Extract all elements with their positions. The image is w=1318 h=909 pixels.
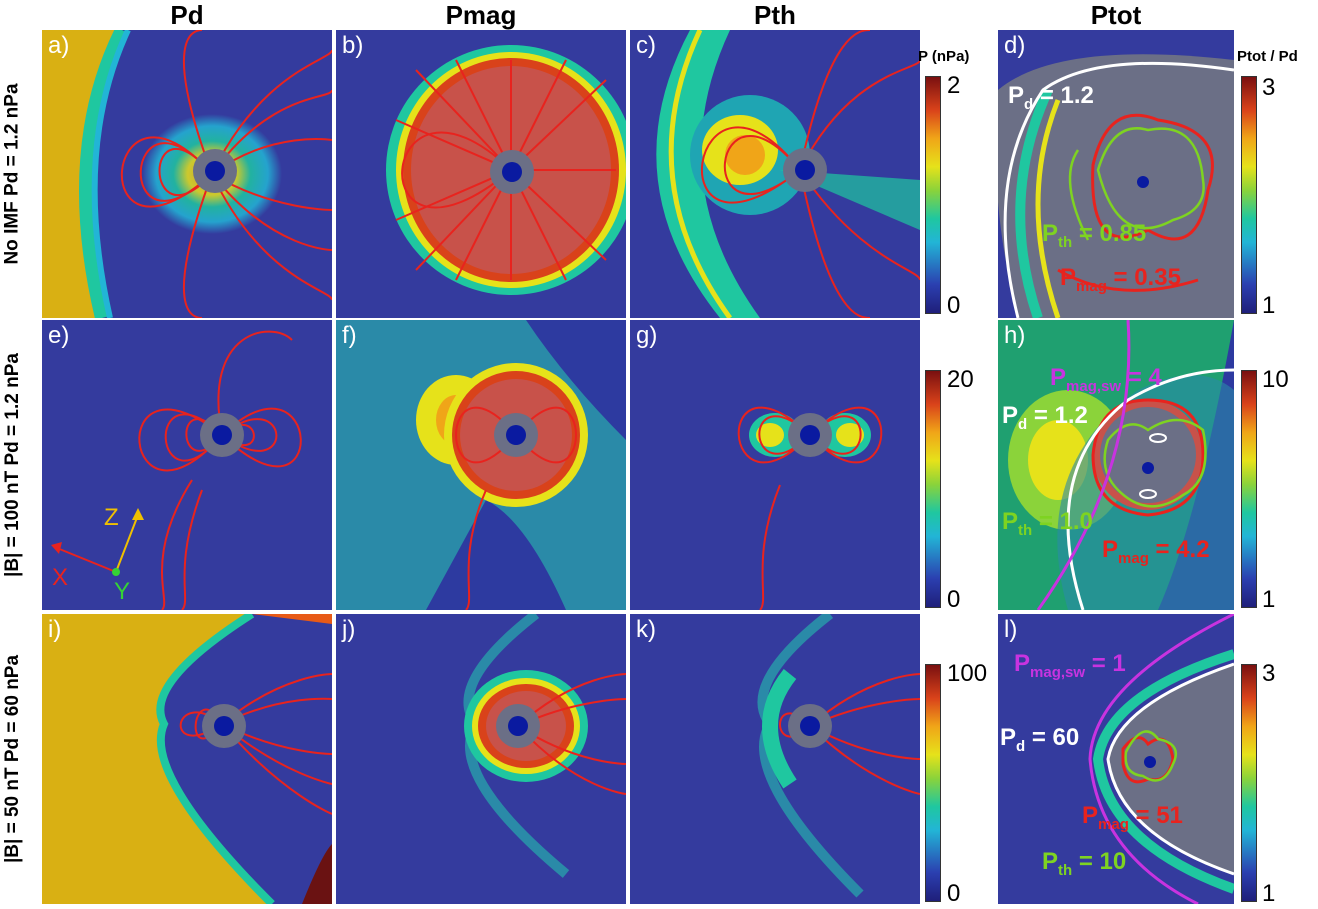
annotation-l-pth: Pth = 10 (1042, 848, 1127, 879)
annotation-d-pd: Pd = 1.2 (1008, 82, 1094, 113)
panel-label-l: l) (1004, 616, 1018, 643)
panel-label-h: h) (1004, 322, 1026, 349)
annotation-d-pmag: Pmag = 0.35 (1060, 264, 1181, 295)
annotation-l-pmagsw: Pmag,sw = 1 (1014, 650, 1126, 681)
panel-label-f: f) (342, 322, 357, 349)
colorbar-row2-min: 0 (947, 586, 961, 613)
panel-label-b: b) (342, 32, 364, 59)
colorbar-ratio-row1 (1241, 76, 1257, 314)
colorbar-ratio-row1-max: 3 (1262, 74, 1276, 101)
panel-d-plot (998, 30, 1234, 318)
pmagsw-contour-h (1036, 320, 1131, 610)
panel-b: b) (336, 30, 626, 318)
panel-label-i: i) (48, 616, 62, 643)
colorbar-ratio-row2 (1241, 370, 1257, 608)
panel-c-plot (630, 30, 920, 318)
colorbar-ratio-row3-min: 1 (1262, 880, 1276, 907)
panel-label-c: c) (636, 32, 656, 59)
row-label-2-text: |B| = 100 nT Pd = 1.2 nPa (2, 353, 24, 577)
panel-e: e) Z X Y (42, 320, 332, 610)
panel-j-plot (336, 614, 626, 904)
pd-contour-l (1106, 662, 1234, 876)
panel-g: g) (630, 320, 920, 610)
pd-contour-h (1066, 368, 1234, 610)
column-title-pd: Pd (170, 0, 204, 30)
axis-z-label: Z (104, 504, 119, 531)
panel-a: a) (42, 30, 332, 318)
panel-label-k: k) (636, 616, 656, 643)
annotation-l-pmag: Pmag = 51 (1082, 802, 1183, 833)
colorbar-ratio-row2-max: 10 (1262, 366, 1289, 393)
row-label-2: |B| = 100 nT Pd = 1.2 nPa (0, 320, 26, 610)
panel-label-g: g) (636, 322, 658, 349)
panel-i: i) (42, 614, 332, 904)
panel-h-plot (998, 320, 1234, 610)
annotation-h-pd: Pd = 1.2 (1002, 402, 1088, 433)
colorbar-pressure-row3 (925, 664, 941, 902)
panel-h: h) Pmag,sw = 4 Pd = 1.2 Pth = 1.0 Pmag =… (998, 320, 1234, 610)
panel-j: j) (336, 614, 626, 904)
panel-d: d) Pd = 1.2 Pth = 0.85 Pmag = 0.35 (998, 30, 1234, 318)
pmagsw-contour-l (1088, 614, 1234, 904)
panel-a-plot (42, 30, 332, 318)
annotation-h-pmagsw: Pmag,sw = 4 (1050, 364, 1162, 395)
colorbar-row2-max: 20 (947, 366, 974, 393)
panel-label-a: a) (48, 32, 70, 59)
panel-b-plot (336, 30, 626, 318)
panel-k: k) (630, 614, 920, 904)
colorbar-row1-min: 0 (947, 292, 961, 319)
colorbar-ratio-row3-max: 3 (1262, 660, 1276, 687)
colorbar-pressure-row1 (925, 76, 941, 314)
row-label-1: No IMF Pd = 1.2 nPa (0, 30, 26, 318)
annotation-h-pth: Pth = 1.0 (1002, 508, 1093, 539)
column-title-ptot: Ptot (1090, 0, 1142, 30)
row-label-3-text: |B| = 50 nT Pd = 60 nPa (2, 654, 24, 864)
annotation-d-pth: Pth = 0.85 (1042, 220, 1147, 251)
colorbar-row3-max: 100 (947, 660, 988, 687)
panel-label-d: d) (1004, 32, 1026, 59)
colorbar-ratio-row1-min: 1 (1262, 292, 1276, 319)
panel-f: f) (336, 320, 626, 610)
column-title-pth: Pth (754, 0, 796, 30)
colorbar-pressure-row2 (925, 370, 941, 608)
colorbar-ratio-row3 (1241, 664, 1257, 902)
pd-contour-d (1003, 61, 1234, 318)
panel-e-plot (42, 320, 332, 610)
panel-l: l) Pmag,sw = 1 Pd = 60 Pmag = 51 Pth = 1… (998, 614, 1234, 904)
panel-c: c) (630, 30, 920, 318)
panel-g-plot (630, 320, 920, 610)
colorbar-ratio-row2-min: 1 (1262, 586, 1276, 613)
annotation-l-pd: Pd = 60 (1000, 724, 1080, 755)
colorbar-row1-max: 2 (947, 72, 961, 99)
colorbar-unit-pressure: P (nPa) (918, 48, 970, 65)
row-label-3: |B| = 50 nT Pd = 60 nPa (0, 614, 26, 904)
axis-y-label: Y (114, 578, 131, 605)
annotation-h-pmag: Pmag = 4.2 (1102, 536, 1210, 567)
colorbar-unit-ratio: Ptot / Pd (1237, 48, 1298, 65)
axis-x-label: X (52, 564, 69, 591)
panel-l-plot (998, 614, 1234, 904)
colorbar-row3-min: 0 (947, 880, 961, 907)
column-title-pmag: Pmag (445, 0, 517, 30)
panel-label-j: j) (342, 616, 356, 643)
panel-f-plot (336, 320, 626, 610)
panel-label-e: e) (48, 322, 70, 349)
axes-triad (51, 508, 144, 576)
row-label-1-text: No IMF Pd = 1.2 nPa (2, 83, 24, 265)
panel-i-plot (42, 614, 332, 904)
panel-k-plot (630, 614, 920, 904)
